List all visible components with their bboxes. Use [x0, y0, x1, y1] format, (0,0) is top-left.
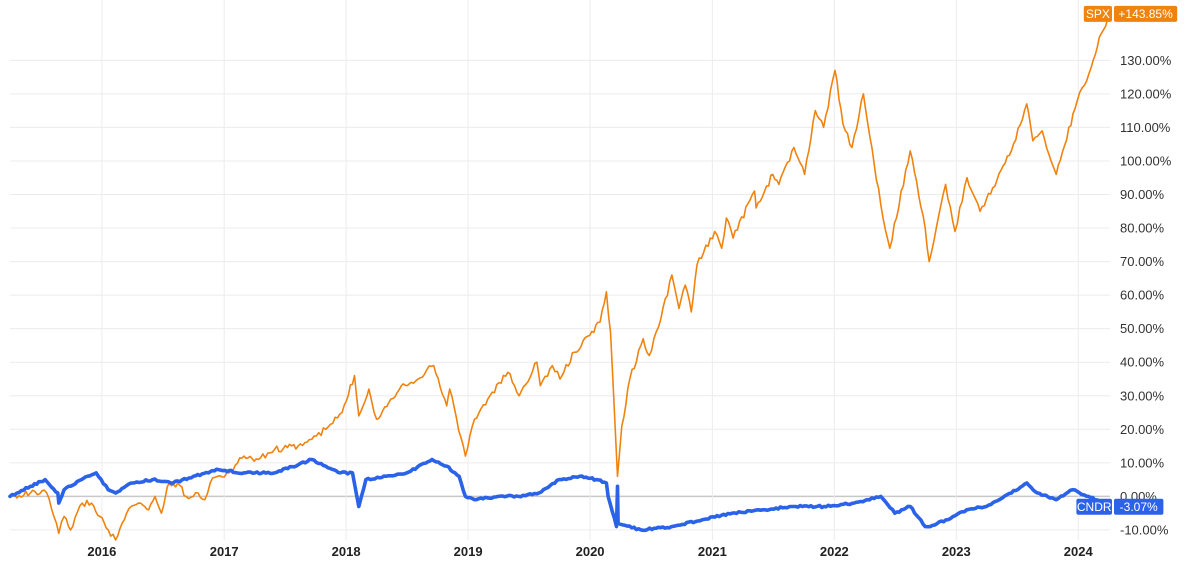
y-tick-label: 40.00%: [1120, 355, 1165, 370]
y-tick-label: 110.00%: [1120, 120, 1171, 135]
y-axis: 130.00% 120.00% 110.00% 100.00% 90.00% 80.00%…: [1120, 53, 1172, 538]
x-tick-label: 2021: [698, 544, 727, 559]
x-tick-label: 2017: [210, 544, 239, 559]
chart-grid: [10, 0, 1110, 540]
y-tick-label: 20.00%: [1120, 422, 1165, 437]
y-tick-label: 30.00%: [1120, 388, 1165, 403]
x-tick-label: 2020: [576, 544, 605, 559]
x-tick-label: 2024: [1064, 544, 1094, 559]
y-tick-label: -10.00%: [1120, 522, 1169, 537]
x-tick-label: 2022: [820, 544, 849, 559]
y-tick-label: 100.00%: [1120, 153, 1172, 168]
badge-series-name: CNDR: [1077, 500, 1112, 514]
x-tick-label: 2016: [87, 544, 116, 559]
x-tick-label: 2023: [942, 544, 971, 559]
chart-series: [8, 13, 1112, 541]
badge-name-bg: [1076, 498, 1112, 515]
x-tick-label: 2019: [454, 544, 483, 559]
x-tick-label: 2018: [332, 544, 361, 559]
series-line-cndr: [8, 457, 1112, 533]
series-end-labels: SPX +143.85% CNDR -3.07%: [1076, 5, 1178, 515]
badge-name-bg: [1083, 5, 1112, 22]
series-end-badge-spx: SPX +143.85%: [1083, 5, 1178, 22]
y-tick-label: 10.00%: [1120, 455, 1165, 470]
series-end-badge-cndr: CNDR -3.07%: [1076, 498, 1164, 515]
y-tick-label: 90.00%: [1120, 187, 1165, 202]
x-axis: 2016 2017 2018 2019 2020 2021 2022 2023 2024: [87, 544, 1093, 559]
badge-value-bg: [1114, 498, 1164, 515]
badge-series-name: SPX: [1086, 7, 1110, 21]
badge-series-value: +143.85%: [1118, 7, 1173, 21]
y-tick-label: 60.00%: [1120, 288, 1165, 303]
y-tick-label: 50.00%: [1120, 321, 1165, 336]
y-tick-label: 70.00%: [1120, 254, 1165, 269]
badge-series-value: -3.07%: [1120, 500, 1158, 514]
badge-value-bg: [1114, 5, 1178, 22]
y-tick-label: 130.00%: [1120, 53, 1172, 68]
y-tick-label: 120.00%: [1120, 86, 1172, 101]
y-tick-label: 80.00%: [1120, 221, 1165, 236]
series-line-spx: [9, 13, 1111, 541]
